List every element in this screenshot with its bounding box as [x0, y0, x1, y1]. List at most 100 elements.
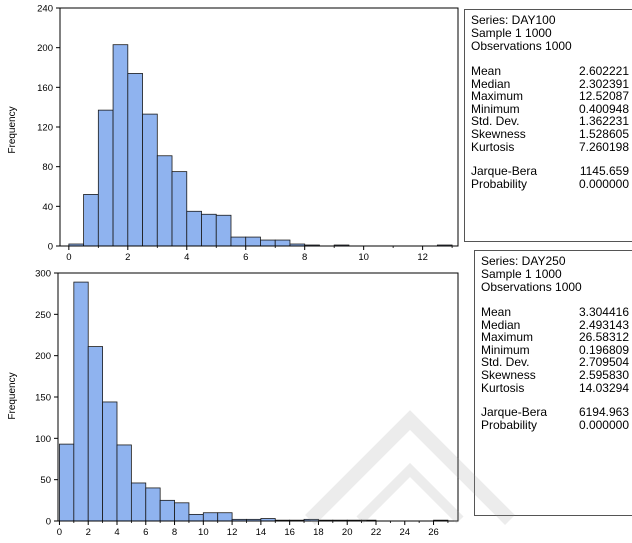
stat-value: 1145.659 — [579, 164, 629, 179]
y-axis-label: Frequency — [7, 106, 18, 153]
stat-row: Mean 2.602221 — [471, 65, 629, 78]
x-tick-label: 12 — [227, 527, 238, 538]
histogram-bar — [102, 401, 118, 522]
stat-row: Skewness 1.528605 — [471, 128, 629, 141]
histogram-bar — [201, 213, 217, 247]
observation-count: Observations 1000 — [481, 280, 582, 294]
stat-row: Std. Dev. 2.709504 — [481, 356, 629, 369]
stat-label: Mean — [471, 64, 502, 78]
y-tick-label: 0 — [48, 242, 53, 253]
y-tick-label: 250 — [35, 310, 51, 321]
x-tick-label: 6 — [243, 252, 248, 263]
histogram-bar — [215, 214, 232, 247]
observation-count: Observations 1000 — [471, 39, 572, 53]
jarque-bera-table: Jarque-Bera 1145.659 Probability 0.000000 — [471, 165, 629, 190]
stat-value: 2.302391 — [578, 76, 629, 91]
stat-value: 6194.963 — [578, 405, 629, 420]
stat-value: 26.58312 — [578, 330, 629, 345]
stat-row: Minimum 0.400948 — [471, 103, 629, 116]
histogram-bar — [245, 236, 261, 247]
histogram-day100: Frequency 0 40 80 120 160 200 240 0 2 4 6 8 10 12 — [7, 4, 459, 263]
x-tick-label: 0 — [66, 252, 71, 263]
stat-label: Median — [471, 76, 511, 91]
x-tick-label: 14 — [256, 527, 267, 538]
stat-label: Minimum — [481, 342, 530, 357]
histogram-bar — [156, 155, 173, 247]
x-tick-label: 12 — [417, 252, 428, 263]
histogram-bar — [73, 281, 89, 522]
stat-label: Kurtosis — [481, 380, 525, 395]
x-tick-label: 18 — [313, 527, 324, 538]
stat-value: 1.362231 — [578, 114, 629, 129]
stat-row: Median 2.493143 — [481, 317, 629, 332]
stat-label: Median — [481, 317, 521, 332]
stat-value: 2.709504 — [578, 355, 629, 370]
stats-panel-day100: Series: DAY100 Sample 1 1000 Observation… — [464, 9, 632, 242]
y-tick-label: 300 — [35, 270, 51, 280]
histogram-bar — [59, 443, 75, 522]
stat-label: Skewness — [471, 126, 526, 141]
y-tick-label: 0 — [46, 517, 51, 528]
stat-label: Std. Dev. — [481, 355, 530, 370]
stat-row: Jarque-Bera 1145.659 — [471, 165, 629, 178]
stat-label: Minimum — [471, 101, 520, 116]
descriptive-stats-table: Mean 2.602221 Median 2.302391 Maximum 12.5208… — [471, 65, 629, 153]
x-tick-label: 16 — [284, 527, 295, 538]
stat-label: Jarque-Bera — [471, 164, 538, 179]
stat-row: Std. Dev. 1.362231 — [471, 115, 629, 128]
stat-row: Maximum 12.52087 — [471, 90, 629, 103]
y-tick-label: 200 — [35, 351, 51, 362]
stat-value: 0.000000 — [578, 176, 629, 191]
stat-row: Probability 0.000000 — [471, 178, 629, 191]
histogram-bar — [112, 44, 129, 247]
stat-label: Maximum — [471, 89, 524, 104]
histogram-bar — [116, 444, 132, 522]
stat-label: Jarque-Bera — [481, 405, 548, 420]
histogram-bar — [260, 239, 276, 247]
stat-row: Median 2.302391 — [471, 76, 629, 91]
jarque-bera-table: Jarque-Bera 6194.963 Probability 0.000000 — [481, 406, 629, 431]
stat-label: Probability — [481, 417, 538, 432]
stat-value: 3.304416 — [578, 305, 629, 319]
stat-row: Kurtosis 14.03294 — [481, 380, 629, 395]
stat-value: 14.03294 — [578, 380, 629, 395]
histogram-bar — [230, 236, 247, 247]
stats-panel-day250: Series: DAY250 Sample 1 1000 Observation… — [474, 250, 632, 516]
y-axis-label: Frequency — [7, 372, 18, 419]
stat-value: 12.52087 — [578, 89, 629, 104]
histogram-bar — [83, 194, 99, 247]
histogram-bar — [171, 171, 188, 247]
stat-row: Probability 0.000000 — [481, 419, 629, 432]
stat-label: Probability — [471, 176, 528, 191]
y-tick-label: 50 — [40, 475, 51, 486]
stat-row: Minimum 0.196809 — [481, 344, 629, 357]
stat-label: Skewness — [481, 367, 536, 382]
x-tick-label: 6 — [143, 527, 148, 538]
stat-row: Mean 3.304416 — [481, 306, 629, 319]
x-tick-label: 2 — [86, 527, 91, 538]
y-tick-label: 160 — [37, 83, 53, 94]
histogram-bar — [97, 109, 114, 247]
y-tick-label: 80 — [42, 162, 53, 173]
histogram-bar — [188, 513, 204, 522]
y-tick-label: 120 — [37, 123, 53, 134]
stat-value: 0.000000 — [578, 417, 629, 432]
histogram-bar — [130, 482, 147, 522]
stat-value: 0.196809 — [578, 342, 629, 357]
histogram-bar — [87, 346, 104, 522]
x-tick-label: 4 — [184, 252, 189, 263]
y-tick-label: 200 — [37, 43, 53, 54]
histogram-bar — [142, 113, 158, 247]
x-tick-label: 10 — [198, 527, 209, 538]
stat-label: Std. Dev. — [471, 114, 520, 129]
stat-row: Kurtosis 7.260198 — [471, 140, 629, 154]
x-tick-label: 26 — [428, 527, 439, 538]
y-tick-label: 100 — [35, 434, 51, 445]
stat-row: Maximum 26.58312 — [481, 331, 629, 344]
y-tick-label: 240 — [37, 4, 53, 15]
histogram-bar — [145, 487, 161, 522]
histogram-bar — [186, 210, 202, 247]
stat-value: 2.595830 — [578, 367, 629, 382]
x-tick-label: 0 — [57, 527, 62, 538]
sample-range: Sample 1 1000 — [481, 267, 562, 281]
